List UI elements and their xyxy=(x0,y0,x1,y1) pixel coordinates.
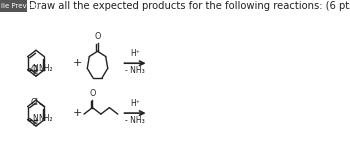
Text: +: + xyxy=(72,58,82,68)
Text: O: O xyxy=(89,89,96,98)
Text: +: + xyxy=(72,108,82,118)
Text: H: H xyxy=(32,71,37,77)
Text: O: O xyxy=(95,32,101,41)
Text: N: N xyxy=(32,64,38,73)
Text: NH₂: NH₂ xyxy=(38,114,53,123)
Text: Cl: Cl xyxy=(30,98,38,107)
Text: ile Preview: ile Preview xyxy=(1,3,38,9)
Text: - NH₃: - NH₃ xyxy=(125,66,145,75)
Text: H⁺: H⁺ xyxy=(130,49,140,58)
Text: Draw all the expected products for the following reactions: (6 pts): Draw all the expected products for the f… xyxy=(28,1,350,11)
Text: H⁺: H⁺ xyxy=(130,99,140,108)
Text: - NH₃: - NH₃ xyxy=(125,116,145,125)
Text: NH₂: NH₂ xyxy=(38,64,53,73)
Text: Cl: Cl xyxy=(30,65,38,74)
Text: H: H xyxy=(32,120,37,127)
FancyBboxPatch shape xyxy=(0,0,27,12)
Text: N: N xyxy=(32,114,38,123)
